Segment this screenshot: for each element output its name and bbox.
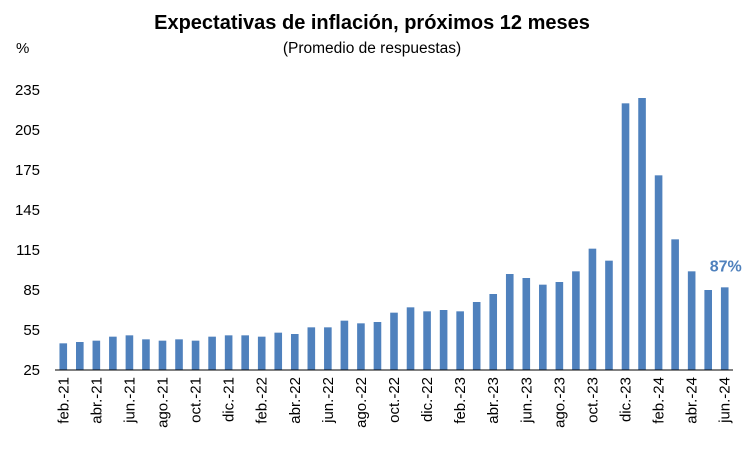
x-tick-label: dic.-23 bbox=[618, 377, 635, 422]
bar bbox=[704, 290, 712, 370]
bar bbox=[439, 310, 448, 370]
bar bbox=[59, 343, 68, 370]
x-tick-label: feb.-24 bbox=[651, 377, 668, 424]
x-tick-label: jun.-24 bbox=[717, 377, 734, 424]
bar bbox=[307, 327, 316, 370]
y-tick-label: 25 bbox=[23, 362, 40, 379]
y-tick-label: 55 bbox=[23, 322, 40, 339]
bar bbox=[224, 335, 233, 370]
x-tick-label: ago.-22 bbox=[353, 377, 370, 428]
bar bbox=[505, 274, 514, 370]
x-tick-label: abr.-21 bbox=[88, 377, 105, 424]
bar bbox=[257, 336, 266, 370]
bar bbox=[555, 282, 564, 370]
bar bbox=[572, 271, 580, 370]
bar bbox=[340, 320, 349, 370]
bar bbox=[76, 342, 84, 370]
bar bbox=[406, 307, 415, 370]
bar bbox=[671, 239, 679, 370]
x-tick-label: dic.-21 bbox=[221, 377, 238, 422]
x-tick-label: oct.-21 bbox=[188, 377, 205, 423]
data-labels: 87% bbox=[710, 258, 742, 275]
y-tick-label: 85 bbox=[23, 282, 40, 299]
x-tick-label: feb.-21 bbox=[55, 377, 72, 424]
x-tick-label: ago.-21 bbox=[154, 377, 171, 428]
bar bbox=[373, 322, 382, 370]
bar bbox=[588, 248, 597, 370]
chart-title: Expectativas de inflación, próximos 12 m… bbox=[154, 12, 590, 34]
x-tick-label: oct.-23 bbox=[584, 377, 601, 423]
y-axis: 25 55 85 115 145 175 205 235 bbox=[15, 82, 40, 379]
bar bbox=[390, 312, 398, 370]
y-tick-label: 235 bbox=[15, 82, 40, 99]
bar bbox=[605, 260, 613, 370]
bar bbox=[621, 103, 630, 370]
bar bbox=[290, 334, 299, 370]
bar bbox=[456, 311, 464, 370]
x-tick-label: jun.-23 bbox=[518, 377, 535, 424]
bar bbox=[539, 284, 547, 370]
x-tick-label: ago.-23 bbox=[551, 377, 568, 428]
chart-subtitle: (Promedio de respuestas) bbox=[283, 40, 461, 57]
bar bbox=[208, 336, 216, 370]
x-tick-label: jun.-21 bbox=[121, 377, 138, 424]
bar bbox=[142, 339, 150, 370]
bar bbox=[274, 332, 283, 370]
x-tick-label: feb.-23 bbox=[452, 377, 469, 424]
bar bbox=[125, 335, 134, 370]
bar bbox=[357, 323, 365, 370]
bar bbox=[522, 278, 531, 370]
bar bbox=[109, 336, 117, 370]
x-tick-label: dic.-22 bbox=[419, 377, 436, 422]
y-axis-unit: % bbox=[16, 40, 29, 57]
bar bbox=[158, 340, 167, 370]
bar bbox=[638, 98, 646, 370]
bar-series bbox=[59, 98, 729, 370]
x-tick-label: abr.-23 bbox=[485, 377, 502, 424]
x-axis: feb.-21 abr.-21 jun.-21 ago.-21 oct.-21 dic.-… bbox=[55, 377, 733, 428]
bar bbox=[472, 302, 481, 370]
bar bbox=[241, 335, 249, 370]
y-tick-label: 115 bbox=[16, 242, 40, 259]
bar bbox=[654, 175, 663, 370]
y-tick-label: 205 bbox=[15, 122, 40, 139]
x-tick-label: abr.-24 bbox=[684, 377, 701, 424]
y-tick-label: 175 bbox=[15, 162, 40, 179]
bar bbox=[175, 339, 183, 370]
bar bbox=[324, 327, 332, 370]
bar bbox=[489, 294, 498, 370]
bar bbox=[687, 271, 696, 370]
bar bbox=[191, 340, 200, 370]
y-tick-label: 145 bbox=[15, 202, 40, 219]
x-tick-label: abr.-22 bbox=[287, 377, 304, 424]
x-tick-label: oct.-22 bbox=[386, 377, 403, 423]
data-label: 87% bbox=[710, 258, 742, 275]
bar bbox=[423, 311, 431, 370]
bar bbox=[720, 287, 729, 370]
bar bbox=[92, 340, 101, 370]
x-tick-label: feb.-22 bbox=[254, 377, 271, 424]
x-tick-label: jun.-22 bbox=[320, 377, 337, 424]
